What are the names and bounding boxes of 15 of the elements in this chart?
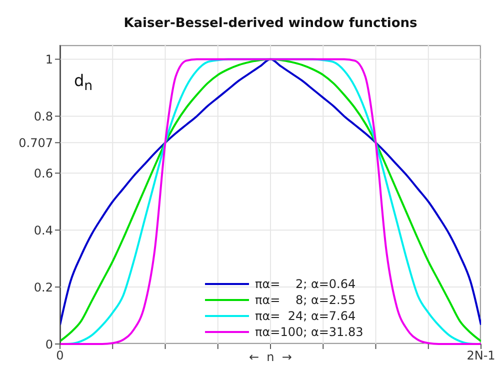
y-tick-label: 0.707	[18, 136, 53, 150]
chart-title: Kaiser-Bessel-derived window functions	[122, 16, 418, 31]
legend-label: πα=100; α=31.83	[255, 325, 364, 339]
x-tick-label: 2N-1	[466, 348, 496, 363]
legend-label: πα= 8; α=2.55	[255, 293, 356, 307]
x-axis-title: ← n →	[249, 350, 292, 364]
y-tick-label: 0.2	[34, 280, 53, 294]
y-tick-label: 1	[45, 52, 53, 66]
y-tick-label: 0.4	[34, 223, 53, 238]
y-tick-label: 0.6	[34, 166, 53, 180]
annotation: d$_{n}$	[74, 71, 93, 94]
legend-label: πα= 24; α=7.64	[255, 309, 356, 323]
legend-label: πα= 2; α=0.64	[255, 277, 356, 291]
y-tick-label: 0	[45, 337, 53, 352]
y-tick-label: 0.8	[34, 109, 53, 124]
